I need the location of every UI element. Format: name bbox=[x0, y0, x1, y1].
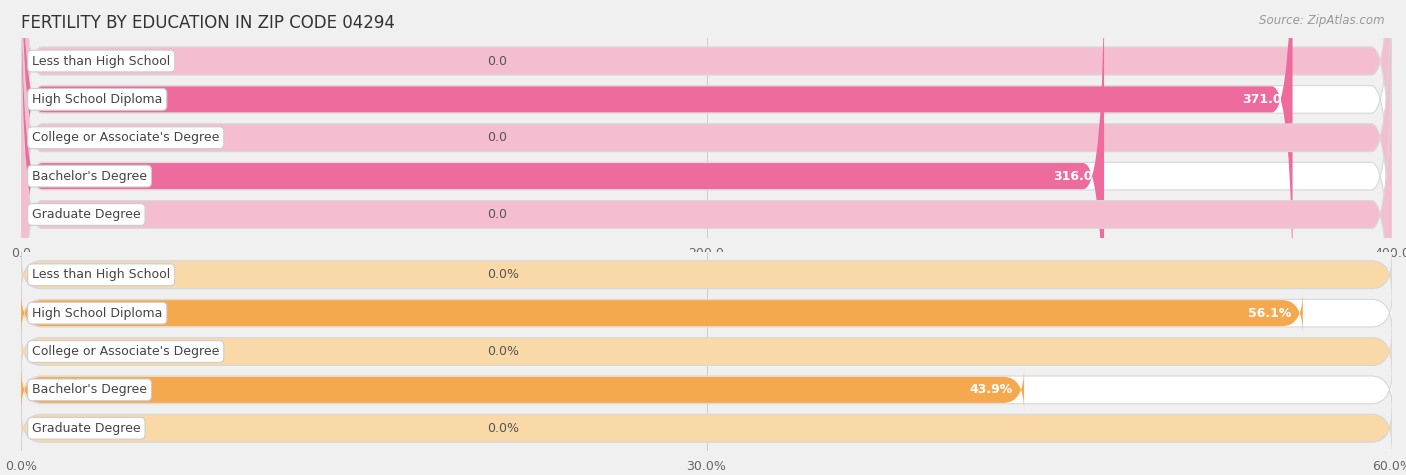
Text: 43.9%: 43.9% bbox=[970, 383, 1014, 396]
Text: 0.0%: 0.0% bbox=[488, 268, 519, 281]
Text: High School Diploma: High School Diploma bbox=[32, 93, 163, 106]
FancyBboxPatch shape bbox=[21, 369, 1024, 411]
FancyBboxPatch shape bbox=[21, 254, 1392, 295]
Text: 371.0: 371.0 bbox=[1241, 93, 1282, 106]
FancyBboxPatch shape bbox=[21, 0, 1392, 354]
FancyBboxPatch shape bbox=[21, 408, 1392, 449]
Text: Bachelor's Degree: Bachelor's Degree bbox=[32, 383, 148, 396]
Text: Less than High School: Less than High School bbox=[32, 55, 170, 67]
Text: 0.0: 0.0 bbox=[488, 208, 508, 221]
FancyBboxPatch shape bbox=[21, 369, 1392, 410]
FancyBboxPatch shape bbox=[21, 254, 1392, 295]
Text: 0.0%: 0.0% bbox=[488, 422, 519, 435]
FancyBboxPatch shape bbox=[21, 0, 1392, 354]
FancyBboxPatch shape bbox=[21, 331, 1392, 372]
Text: 0.0: 0.0 bbox=[488, 55, 508, 67]
FancyBboxPatch shape bbox=[21, 0, 1392, 316]
FancyBboxPatch shape bbox=[21, 0, 1392, 277]
Text: High School Diploma: High School Diploma bbox=[32, 307, 163, 320]
FancyBboxPatch shape bbox=[21, 293, 1392, 334]
Text: 0.0: 0.0 bbox=[488, 131, 508, 144]
FancyBboxPatch shape bbox=[21, 408, 1392, 449]
Text: 0.0%: 0.0% bbox=[488, 345, 519, 358]
FancyBboxPatch shape bbox=[21, 0, 1392, 392]
Text: Graduate Degree: Graduate Degree bbox=[32, 208, 141, 221]
Text: Graduate Degree: Graduate Degree bbox=[32, 422, 141, 435]
Text: Source: ZipAtlas.com: Source: ZipAtlas.com bbox=[1260, 14, 1385, 27]
FancyBboxPatch shape bbox=[21, 0, 1392, 431]
FancyBboxPatch shape bbox=[21, 292, 1303, 334]
Text: 56.1%: 56.1% bbox=[1249, 307, 1292, 320]
Text: College or Associate's Degree: College or Associate's Degree bbox=[32, 131, 219, 144]
FancyBboxPatch shape bbox=[21, 0, 1104, 393]
Text: FERTILITY BY EDUCATION IN ZIP CODE 04294: FERTILITY BY EDUCATION IN ZIP CODE 04294 bbox=[21, 14, 395, 32]
FancyBboxPatch shape bbox=[21, 0, 1392, 431]
Text: Less than High School: Less than High School bbox=[32, 268, 170, 281]
Text: Bachelor's Degree: Bachelor's Degree bbox=[32, 170, 148, 182]
FancyBboxPatch shape bbox=[21, 0, 1292, 316]
FancyBboxPatch shape bbox=[21, 331, 1392, 372]
Text: 316.0: 316.0 bbox=[1053, 170, 1092, 182]
Text: College or Associate's Degree: College or Associate's Degree bbox=[32, 345, 219, 358]
FancyBboxPatch shape bbox=[21, 0, 1392, 277]
